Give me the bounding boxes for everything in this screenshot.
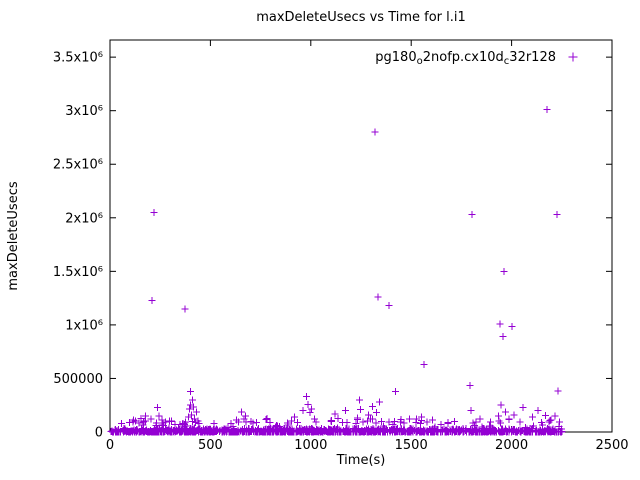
x-tick-label: 0 bbox=[106, 438, 114, 453]
x-tick-label: 500 bbox=[198, 438, 223, 453]
data-points-layer bbox=[107, 106, 566, 436]
y-tick-label: 2.5x10⁶ bbox=[53, 158, 103, 173]
y-tick-label: 1x10⁶ bbox=[65, 318, 103, 333]
plot-border bbox=[109, 39, 613, 433]
y-tick-label: 3.5x10⁶ bbox=[53, 51, 103, 66]
legend: pg180o2nofp.cx10dc32r128 bbox=[375, 50, 578, 67]
x-tick-label: 1000 bbox=[294, 438, 327, 453]
axes: 0 500 1000 1500 2000 2500 0 500000 1x10⁶ 1.5x10⁶ 2… bbox=[53, 39, 629, 453]
y-tick-label: 500000 bbox=[53, 372, 103, 387]
y-tick-label: 3x10⁶ bbox=[65, 104, 103, 119]
y-tick-label: 1.5x10⁶ bbox=[53, 265, 103, 280]
y-axis-label: maxDeleteUsecs bbox=[6, 181, 21, 290]
chart-title: maxDeleteUsecs vs Time for l.i1 bbox=[256, 10, 466, 25]
scatter-points bbox=[107, 106, 566, 436]
x-tick-label: 1500 bbox=[395, 438, 428, 453]
legend-label: pg180o2nofp.cx10dc32r128 bbox=[375, 50, 556, 67]
x-axis-label: Time(s) bbox=[336, 453, 386, 468]
x-tick-label: 2500 bbox=[595, 438, 628, 453]
y-tick-label: 2x10⁶ bbox=[65, 211, 103, 226]
y-tick-label: 0 bbox=[95, 426, 103, 441]
legend-marker bbox=[568, 52, 578, 62]
x-tick-label: 2000 bbox=[495, 438, 528, 453]
